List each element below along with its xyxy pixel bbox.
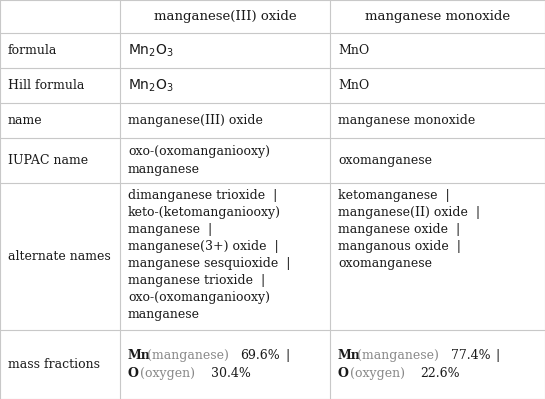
Text: mass fractions: mass fractions <box>8 358 100 371</box>
Text: IUPAC name: IUPAC name <box>8 154 88 167</box>
Text: Mn: Mn <box>128 349 151 362</box>
Text: MnO: MnO <box>338 44 370 57</box>
Text: (manganese): (manganese) <box>143 349 233 362</box>
Text: alternate names: alternate names <box>8 250 111 263</box>
Text: |: | <box>488 349 500 362</box>
Text: manganese monoxide: manganese monoxide <box>338 114 475 127</box>
Text: 22.6%: 22.6% <box>421 367 460 380</box>
Text: ketomanganese  |
manganese(II) oxide  |
manganese oxide  |
manganous oxide  |
ox: ketomanganese | manganese(II) oxide | ma… <box>338 189 480 270</box>
Text: 77.4%: 77.4% <box>451 349 490 362</box>
Text: oxo-(oxomanganiooxy)
manganese: oxo-(oxomanganiooxy) manganese <box>128 145 270 176</box>
Text: $\mathregular{Mn_2O_3}$: $\mathregular{Mn_2O_3}$ <box>128 42 174 59</box>
Text: oxomanganese: oxomanganese <box>338 154 432 167</box>
Text: formula: formula <box>8 44 57 57</box>
Text: (manganese): (manganese) <box>353 349 443 362</box>
Text: dimanganese trioxide  |
keto-(ketomanganiooxy)
manganese  |
manganese(3+) oxide : dimanganese trioxide | keto-(ketomangani… <box>128 189 290 321</box>
Text: manganese monoxide: manganese monoxide <box>365 10 510 23</box>
Text: (oxygen): (oxygen) <box>136 367 198 380</box>
Text: 30.4%: 30.4% <box>210 367 250 380</box>
Text: name: name <box>8 114 43 127</box>
Text: MnO: MnO <box>338 79 370 92</box>
Text: manganese(III) oxide: manganese(III) oxide <box>154 10 296 23</box>
Text: manganese(III) oxide: manganese(III) oxide <box>128 114 263 127</box>
Text: O: O <box>128 367 139 380</box>
Text: 69.6%: 69.6% <box>240 349 280 362</box>
Text: O: O <box>338 367 349 380</box>
Text: $\mathregular{Mn_2O_3}$: $\mathregular{Mn_2O_3}$ <box>128 77 174 94</box>
Text: |: | <box>278 349 290 362</box>
Text: (oxygen): (oxygen) <box>346 367 409 380</box>
Text: Hill formula: Hill formula <box>8 79 84 92</box>
Text: Mn: Mn <box>338 349 361 362</box>
